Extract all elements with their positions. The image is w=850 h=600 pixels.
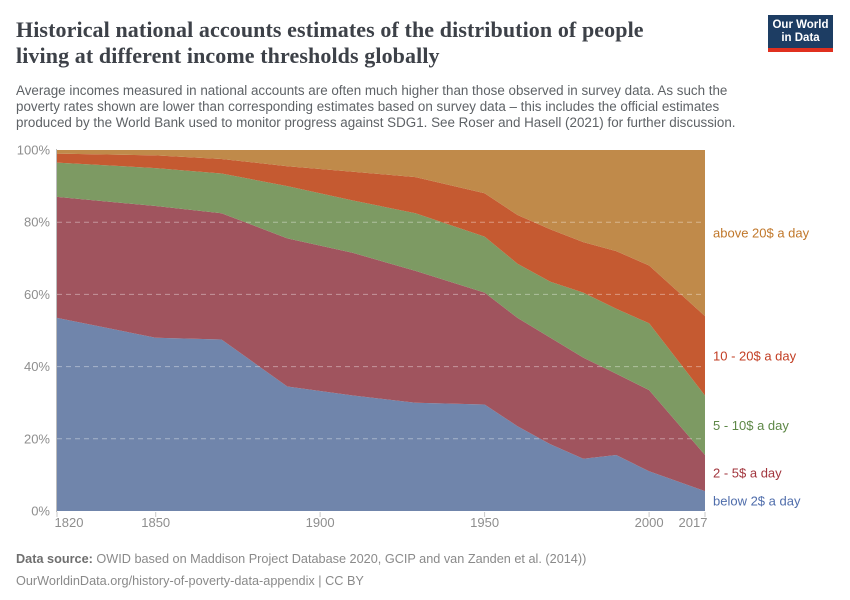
series-labels: below 2$ a day 2 - 5$ a day 5 - 10$ a day 1… xyxy=(713,226,810,509)
subtitle-line-1: Average incomes measured in national acc… xyxy=(16,83,728,98)
x-axis-label-2000: 2000 xyxy=(635,515,664,530)
y-axis-label-60%: 60% xyxy=(24,287,50,302)
owid-logo[interactable]: Our World in Data xyxy=(768,15,833,52)
area-below-2[interactable] xyxy=(57,317,705,511)
page-title: Historical national accounts estimates o… xyxy=(16,17,644,69)
chart-footer: Data source: OWID based on Maddison Proj… xyxy=(16,548,586,592)
y-axis-label-0%: 0% xyxy=(31,504,50,519)
area-10-20[interactable] xyxy=(57,153,705,396)
gridlines-group xyxy=(57,221,705,440)
x-axis-label-2017: 2017 xyxy=(679,515,708,530)
page-title-line-2: living at different income thresholds gl… xyxy=(16,43,440,68)
series-label-2-5: 2 - 5$ a day xyxy=(713,466,782,481)
area-5-10[interactable] xyxy=(57,162,705,455)
y-axis-label-20%: 20% xyxy=(24,431,50,446)
source-text: OWID based on Maddison Project Database … xyxy=(92,552,587,566)
x-axis-labels: 1820 1850 1900 1950 2000 2017 xyxy=(55,515,708,530)
y-axis-label-40%: 40% xyxy=(24,359,50,374)
source-label: Data source: xyxy=(16,552,93,566)
x-axis-label-1820: 1820 xyxy=(55,515,84,530)
x-axis-label-1950: 1950 xyxy=(470,515,499,530)
y-axis-label-80%: 80% xyxy=(24,215,50,230)
y-axis-label-100%: 100% xyxy=(17,143,51,158)
subtitle-line-3: produced by the World Bank used to monit… xyxy=(16,115,736,130)
owid-logo-line-2: in Data xyxy=(781,31,820,44)
area-2-5[interactable] xyxy=(57,196,705,492)
x-axis-label-1850: 1850 xyxy=(141,515,170,530)
subtitle-line-2: poverty rates shown are lower than corre… xyxy=(16,99,720,114)
source-line: Data source: OWID based on Maddison Proj… xyxy=(16,548,586,570)
y-axis-labels: 0% 20% 40% 60% 80% 100% xyxy=(17,143,51,519)
series-label-5-10: 5 - 10$ a day xyxy=(713,418,789,433)
area-above-20[interactable] xyxy=(57,150,705,317)
series-label-below-2: below 2$ a day xyxy=(713,494,801,509)
series-label-above-20: above 20$ a day xyxy=(713,226,810,241)
areas-group xyxy=(57,150,705,511)
page-subtitle: Average incomes measured in national acc… xyxy=(16,83,736,131)
page-title-line-1: Historical national accounts estimates o… xyxy=(16,17,644,42)
license-line[interactable]: OurWorldinData.org/history-of-poverty-da… xyxy=(16,574,364,588)
owid-logo-line-1: Our World xyxy=(772,18,829,31)
x-axis-label-1900: 1900 xyxy=(306,515,335,530)
series-label-10-20: 10 - 20$ a day xyxy=(713,348,797,363)
x-ticks-group xyxy=(56,512,706,517)
